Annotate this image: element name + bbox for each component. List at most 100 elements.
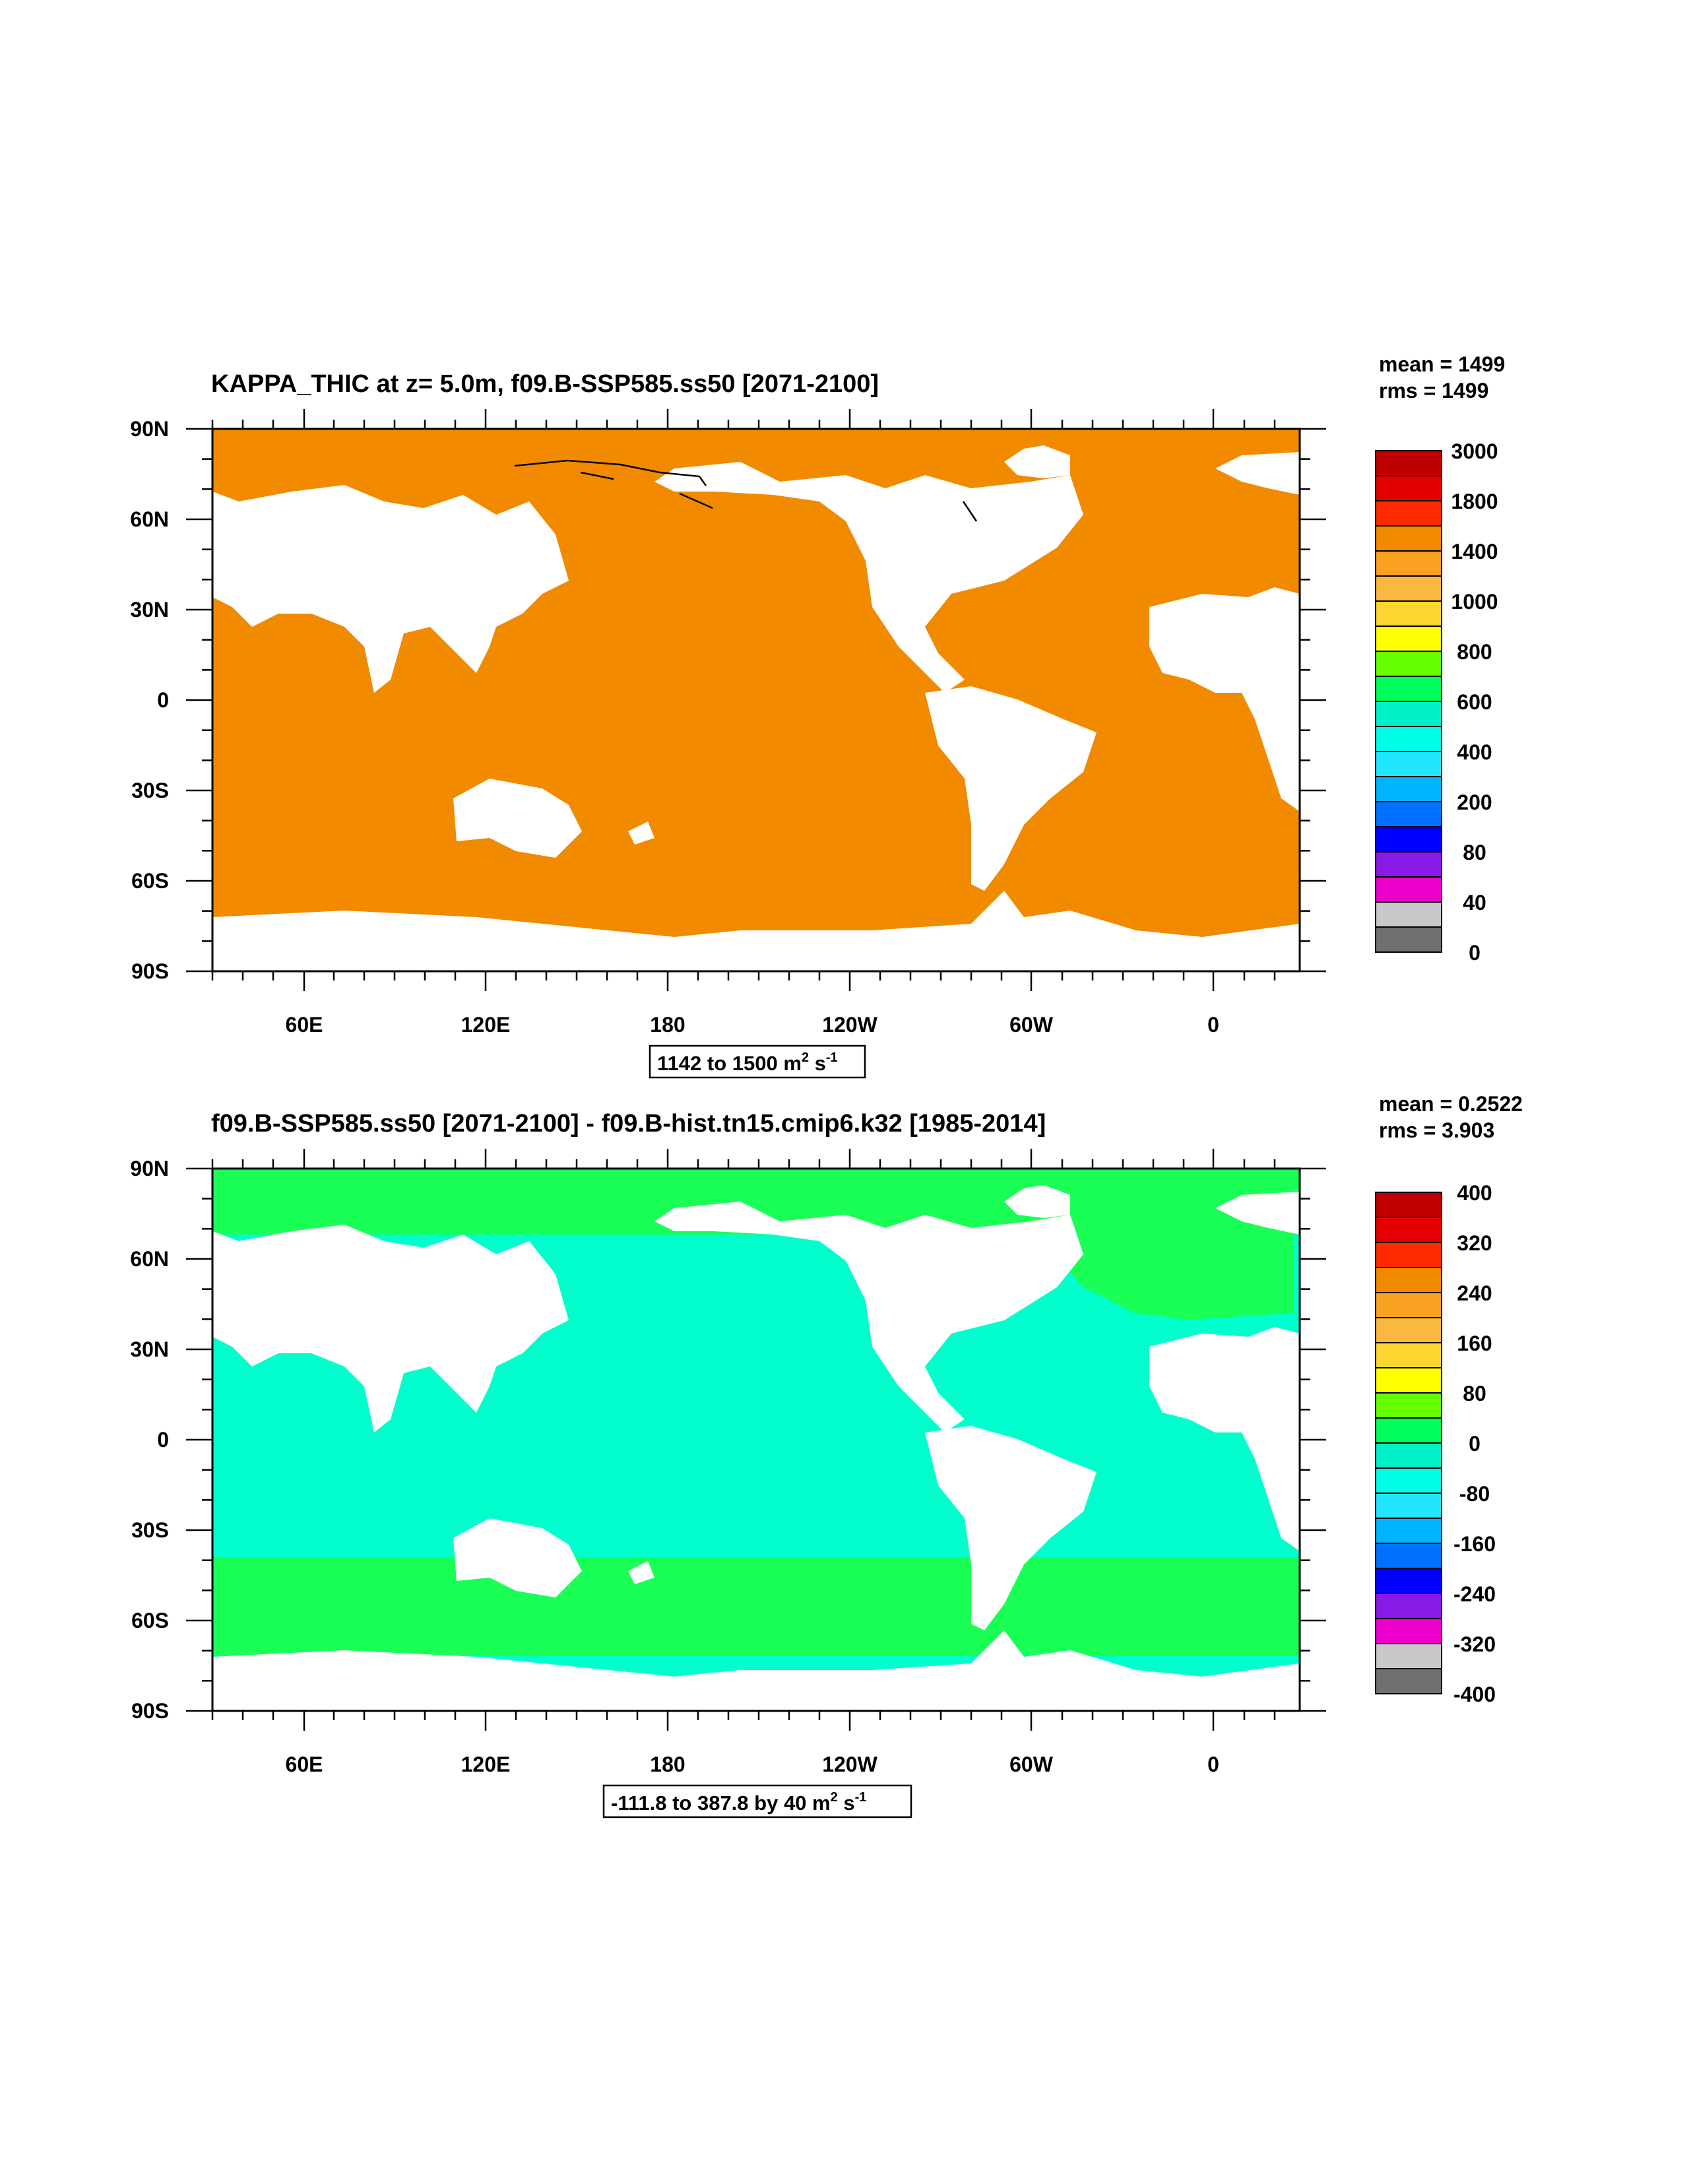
lon-tick-label: 0 [1207, 1013, 1219, 1037]
mean-value: mean = 0.2522 [1379, 1092, 1523, 1116]
landmass [212, 1225, 569, 1432]
landmass [938, 693, 965, 713]
colorbar-cell [1375, 1267, 1442, 1293]
colorbar-cell [1375, 626, 1442, 652]
colorbar-cell [1375, 1668, 1442, 1694]
landmass [1004, 1185, 1070, 1218]
landmass [654, 1202, 1083, 1432]
colorbar-cell [1375, 450, 1442, 476]
landmass [523, 1545, 529, 1555]
lat-tick-label: 30N [130, 1337, 169, 1361]
colorbar-label: -80 [1459, 1482, 1490, 1506]
landmass [453, 779, 582, 858]
colorbar-cell [1375, 1518, 1442, 1544]
range-label-unit: s [809, 1052, 826, 1075]
landmass [212, 1630, 1300, 1711]
colorbar-cell [1375, 1593, 1442, 1619]
colorbar-cell [1375, 701, 1442, 727]
colorbar-cell [1375, 575, 1442, 602]
axis-ticks [186, 409, 1326, 991]
colorbar-cell [1375, 1643, 1442, 1669]
colorbar-label: 240 [1457, 1281, 1492, 1305]
landmass [938, 1432, 965, 1452]
colorbar-cell [1375, 500, 1442, 527]
lat-tick-label: 60N [130, 1247, 169, 1271]
colorbar-cell [1375, 1342, 1442, 1368]
svg-text:1142 to 1500 m2 s-1: 1142 to 1500 m2 s-1 [657, 1050, 838, 1075]
landmass [212, 485, 569, 693]
landmass [453, 1518, 582, 1597]
lat-tick-label: 30S [131, 1518, 169, 1542]
axis-ticks [186, 1149, 1326, 1731]
mean-value: mean = 1499 [1379, 352, 1505, 376]
range-label-text: 1142 to 1500 m [657, 1052, 802, 1075]
colorbar-cell [1375, 525, 1442, 552]
map-area [212, 1169, 1300, 1711]
lat-tick-label: 0 [157, 688, 169, 712]
colorbar-label: -240 [1453, 1582, 1496, 1606]
landmass [1004, 445, 1070, 478]
latitude-labels: 90N 60N 30N 0 30S 60S 90S [130, 1157, 169, 1723]
colorbar-label: 160 [1457, 1332, 1492, 1355]
colorbar-label: 400 [1457, 740, 1492, 764]
rms-value: rms = 3.903 [1379, 1118, 1494, 1142]
colorbar-cell [1375, 1618, 1442, 1644]
lon-tick-label: 120W [822, 1752, 877, 1776]
colorbar-cell [1375, 926, 1442, 953]
colorbar-cell [1375, 826, 1442, 852]
latitude-labels: 90N 60N 30N 0 30S 60S 90S [130, 417, 169, 983]
colorbar-cell [1375, 676, 1442, 702]
lon-tick-label: 120W [822, 1013, 877, 1037]
colorbar-cell [1375, 851, 1442, 878]
landmass [1149, 1327, 1300, 1551]
anomaly-bands [212, 1169, 1300, 1656]
panel-difference-map: f09.B-SSP585.ss50 [2071-2100] - f09.B-hi… [130, 1092, 1523, 1818]
colorbar-cell [1375, 1292, 1442, 1318]
range-label-sup-2: -1 [826, 1050, 838, 1065]
colorbar-cell [1375, 651, 1442, 677]
colorbar-cell [1375, 600, 1442, 627]
longitude-labels: 60E 120E 180 120W 60W 0 [286, 1752, 1219, 1776]
lat-tick-label: 60S [131, 869, 169, 893]
range-label-box: 1142 to 1500 m2 s-1 [649, 1044, 866, 1079]
lat-tick-label: 90S [131, 959, 169, 983]
colorbar-cell [1375, 1242, 1442, 1268]
lat-tick-label: 0 [157, 1428, 169, 1452]
colorbar-cell [1375, 776, 1442, 802]
colorbar-label: 0 [1469, 941, 1481, 965]
range-label-box: -111.8 to 387.8 by 40 m2 s-1 [602, 1784, 912, 1818]
colorbar-label: 800 [1457, 640, 1492, 664]
rms-value: rms = 1499 [1379, 379, 1488, 402]
landmass [1215, 452, 1300, 495]
colorbar-cell [1375, 801, 1442, 827]
colorbar-cell [1375, 726, 1442, 752]
range-label-unit: s [838, 1791, 855, 1815]
colorbar-label: 40 [1463, 891, 1486, 915]
colorbar-label: 1400 [1451, 540, 1498, 563]
landmass [523, 805, 529, 815]
lat-tick-label: 30N [130, 598, 169, 622]
colorbar-cell [1375, 876, 1442, 903]
lon-tick-label: 60W [1009, 1013, 1054, 1037]
southern-ocean-band [212, 1557, 1300, 1656]
range-label-text: -111.8 to 387.8 by 40 m [611, 1791, 831, 1815]
colorbar-label: 1000 [1451, 590, 1498, 614]
landmass [628, 821, 654, 845]
landmass [925, 686, 1097, 891]
lat-tick-label: 90S [131, 1699, 169, 1723]
north-atlantic-band [1056, 1207, 1293, 1320]
colorbar-cell [1375, 751, 1442, 777]
lat-tick-label: 30S [131, 779, 169, 802]
colorbar-cell [1375, 1442, 1442, 1469]
lat-tick-label: 60N [130, 507, 169, 531]
colorbar-label: 3000 [1451, 439, 1498, 463]
colorbar-label: 400 [1457, 1181, 1492, 1205]
lat-tick-label: 90N [130, 1157, 169, 1180]
colorbar-cell [1375, 1217, 1442, 1243]
coastline-detail [514, 459, 978, 522]
colorbar-label: 1800 [1451, 490, 1498, 513]
colorbar-label: 0 [1469, 1432, 1481, 1456]
colorbar-label: 200 [1457, 790, 1492, 814]
colorbar-cell [1375, 1317, 1442, 1343]
